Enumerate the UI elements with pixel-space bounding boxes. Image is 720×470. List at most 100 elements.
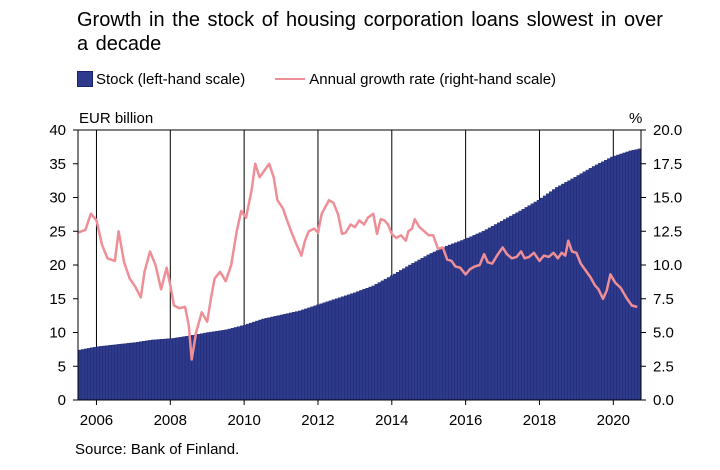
- stock-bar: [380, 280, 385, 401]
- right-tick-label: 17.5: [653, 156, 682, 173]
- stock-bar: [545, 193, 550, 401]
- stock-bar: [542, 195, 547, 401]
- left-tick-label: 25: [49, 223, 66, 240]
- stock-bar: [561, 183, 565, 401]
- stock-bar: [114, 344, 119, 401]
- stock-bar: [319, 303, 324, 401]
- stock-bar: [151, 339, 155, 401]
- stock-bar: [243, 324, 247, 401]
- stock-bar: [438, 248, 443, 401]
- stock-bar: [582, 171, 587, 401]
- legend-swatch-stock: [77, 71, 93, 87]
- right-tick-label: 10.0: [653, 257, 682, 274]
- stock-bar: [203, 332, 207, 401]
- stock-bar: [448, 244, 452, 401]
- stock-bar: [466, 237, 470, 401]
- stock-bar: [93, 347, 97, 401]
- left-tick-label: 35: [49, 156, 66, 173]
- stock-bar: [371, 285, 376, 401]
- stock-bar: [129, 342, 134, 401]
- stock-bar: [441, 247, 446, 401]
- stock-bar: [304, 308, 308, 401]
- stock-bar: [365, 287, 369, 401]
- stock-bar: [536, 199, 541, 401]
- stock-bar: [132, 342, 137, 401]
- right-tick-label: 12.5: [653, 223, 682, 240]
- stock-bar: [417, 259, 422, 401]
- x-tick-label: 2014: [375, 412, 408, 429]
- stock-bar: [307, 307, 311, 401]
- stock-bar: [347, 294, 351, 401]
- stock-bar: [353, 292, 357, 401]
- stock-bar: [181, 336, 186, 401]
- stock-bar: [337, 297, 342, 401]
- stock-bar: [619, 153, 623, 401]
- stock-bar: [539, 197, 544, 401]
- x-tick-label: 2020: [597, 412, 630, 429]
- stock-bar: [340, 296, 345, 401]
- stock-bar: [515, 212, 519, 401]
- stock-bar: [215, 330, 220, 401]
- stock-bar: [368, 286, 373, 401]
- stock-bar: [622, 152, 627, 401]
- stock-bar: [123, 343, 128, 401]
- stock-bar: [236, 326, 241, 401]
- stock-bar: [386, 277, 391, 401]
- stock-bar: [200, 333, 204, 401]
- left-tick-label: 20: [49, 257, 66, 274]
- stock-bar: [558, 185, 562, 401]
- stock-bar: [206, 332, 210, 401]
- stock-bar: [512, 214, 516, 401]
- stock-bar: [634, 149, 639, 401]
- stock-bar: [552, 189, 556, 401]
- stock-bar: [212, 331, 216, 401]
- stock-bar: [420, 258, 425, 401]
- stock-bar: [576, 175, 581, 401]
- stock-bar: [585, 169, 590, 401]
- stock-bar: [99, 346, 103, 401]
- stock-bar: [356, 291, 360, 401]
- stock-bar: [414, 261, 418, 401]
- stock-bar: [239, 325, 244, 401]
- stock-bar: [463, 239, 467, 401]
- stock-bars: [77, 148, 642, 401]
- stock-bar: [282, 314, 287, 401]
- stock-bar: [518, 210, 522, 401]
- right-tick-label: 5.0: [653, 325, 674, 342]
- legend-swatch-growth: [275, 78, 306, 80]
- source-note: Source: Bank of Finland.: [75, 441, 240, 458]
- stock-bar: [246, 323, 250, 401]
- stock-bar: [227, 328, 232, 401]
- stock-bar: [402, 268, 406, 401]
- stock-bar: [616, 154, 620, 401]
- stock-bar: [377, 282, 382, 401]
- stock-bar: [564, 182, 568, 401]
- stock-bar: [490, 225, 495, 401]
- stock-bar: [267, 317, 272, 401]
- left-tick-label: 15: [49, 291, 66, 308]
- stock-bar: [233, 327, 238, 401]
- left-tick-label: 5: [58, 358, 66, 375]
- stock-bar: [252, 321, 256, 401]
- stock-bar: [301, 309, 305, 401]
- x-tick-label: 2016: [449, 412, 482, 429]
- stock-bar: [493, 224, 498, 401]
- stock-bar: [374, 284, 379, 401]
- stock-bar: [285, 313, 290, 401]
- stock-bar: [460, 240, 464, 401]
- stock-bar: [396, 272, 400, 401]
- right-tick-label: 0.0: [653, 392, 674, 409]
- stock-bar: [102, 345, 106, 401]
- stock-bar: [270, 316, 275, 401]
- stock-bar: [276, 315, 281, 401]
- growth-rate-line: [77, 162, 638, 361]
- stock-bar: [160, 339, 164, 401]
- stock-bar: [105, 345, 109, 401]
- x-tick-label: 2018: [523, 412, 556, 429]
- x-tick-label: 2006: [80, 412, 113, 429]
- stock-bar: [530, 203, 535, 401]
- stock-bar: [555, 187, 559, 401]
- stock-bar: [506, 217, 510, 401]
- legend-label-stock: Stock (left-hand scale): [96, 70, 246, 88]
